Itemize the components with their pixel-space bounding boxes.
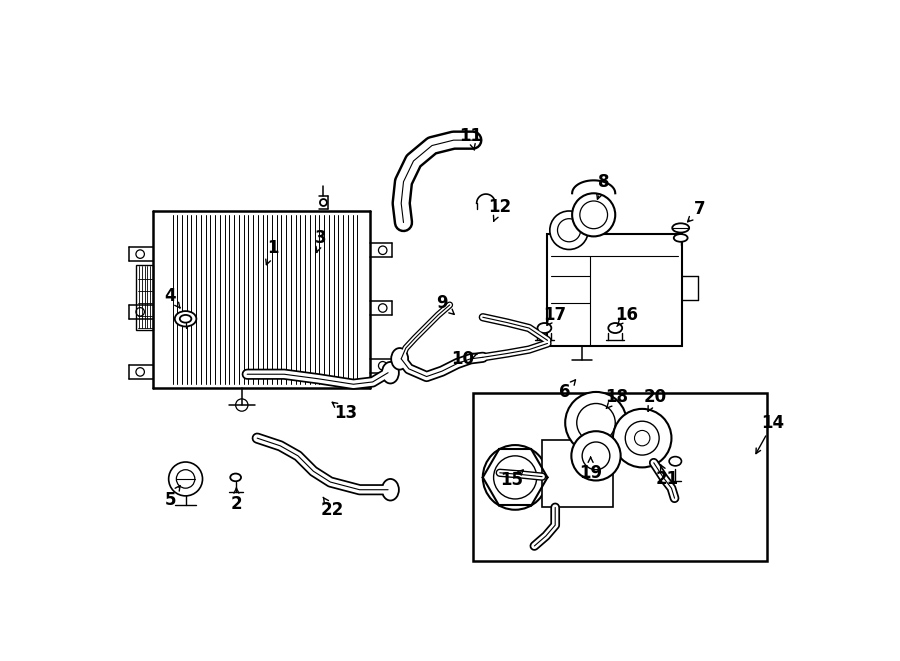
Bar xyxy=(542,440,613,508)
Circle shape xyxy=(572,193,616,237)
Ellipse shape xyxy=(537,323,552,333)
Circle shape xyxy=(550,211,589,249)
Bar xyxy=(472,393,767,561)
Text: 12: 12 xyxy=(488,198,511,216)
Text: 14: 14 xyxy=(761,414,785,432)
Ellipse shape xyxy=(670,457,681,466)
Ellipse shape xyxy=(608,323,622,333)
Ellipse shape xyxy=(674,234,688,242)
Text: 2: 2 xyxy=(230,494,242,512)
Bar xyxy=(136,265,153,330)
Circle shape xyxy=(572,431,621,481)
Ellipse shape xyxy=(230,473,241,481)
Text: 3: 3 xyxy=(315,229,327,247)
Ellipse shape xyxy=(175,311,196,327)
Text: 13: 13 xyxy=(334,404,357,422)
Circle shape xyxy=(482,445,547,510)
Ellipse shape xyxy=(672,223,689,233)
Text: 19: 19 xyxy=(579,464,602,482)
Circle shape xyxy=(634,430,650,446)
Text: 11: 11 xyxy=(459,126,482,145)
Text: 10: 10 xyxy=(451,350,474,368)
Text: 16: 16 xyxy=(616,306,638,324)
Text: 20: 20 xyxy=(644,388,667,407)
Text: 1: 1 xyxy=(267,239,278,257)
Text: 9: 9 xyxy=(436,294,448,313)
Circle shape xyxy=(168,462,202,496)
Ellipse shape xyxy=(392,348,408,369)
Circle shape xyxy=(565,392,626,453)
Text: 4: 4 xyxy=(165,287,176,305)
Text: 7: 7 xyxy=(694,200,706,218)
Text: 15: 15 xyxy=(500,471,523,490)
Bar xyxy=(547,234,682,346)
Circle shape xyxy=(577,403,616,442)
Text: 5: 5 xyxy=(165,490,176,509)
Text: 8: 8 xyxy=(598,173,609,191)
Ellipse shape xyxy=(382,362,399,383)
Text: 21: 21 xyxy=(656,470,680,488)
Text: 6: 6 xyxy=(560,383,571,401)
Text: 22: 22 xyxy=(320,501,344,519)
Ellipse shape xyxy=(382,479,399,500)
Text: 17: 17 xyxy=(544,306,567,324)
Text: 18: 18 xyxy=(606,388,628,407)
Circle shape xyxy=(613,409,671,467)
